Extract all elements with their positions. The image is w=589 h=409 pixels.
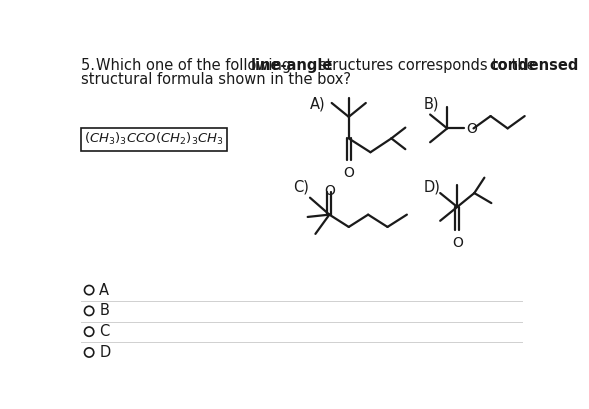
Text: B): B)	[424, 97, 439, 112]
Text: B: B	[99, 303, 109, 318]
Text: D: D	[99, 345, 111, 360]
Text: structures corresponds to the: structures corresponds to the	[315, 58, 541, 73]
Text: O: O	[466, 122, 477, 136]
Text: C: C	[99, 324, 110, 339]
Text: A: A	[99, 283, 109, 298]
Text: O: O	[343, 166, 354, 180]
Text: Which one of the following: Which one of the following	[96, 58, 296, 73]
Text: line-angle: line-angle	[250, 58, 333, 73]
Text: structural formula shown in the box?: structural formula shown in the box?	[81, 72, 352, 87]
Text: condensed: condensed	[490, 58, 579, 73]
Bar	[81, 128, 227, 151]
Text: $(CH_3)_3CCO(CH_2)_3CH_3$: $(CH_3)_3CCO(CH_2)_3CH_3$	[84, 131, 224, 147]
Text: A): A)	[310, 97, 326, 112]
Text: O: O	[452, 236, 463, 250]
Text: D): D)	[424, 180, 441, 195]
Text: C): C)	[293, 180, 309, 195]
Text: 5.: 5.	[81, 58, 100, 73]
Text: O: O	[324, 184, 335, 198]
